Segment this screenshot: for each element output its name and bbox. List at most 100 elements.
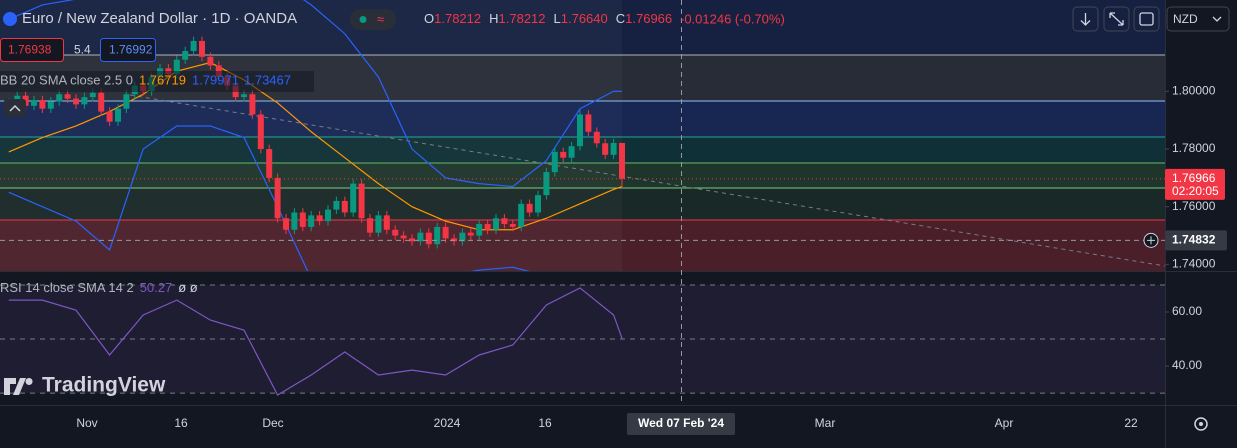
- crosshair-date-box: [627, 413, 735, 435]
- brand: TradingView: [4, 374, 166, 397]
- toggle-icon: ≈: [377, 11, 384, 26]
- candle-body: [266, 149, 273, 178]
- ohlc: O1.78212 H1.78212 L1.76640 C1.76966: [424, 11, 672, 26]
- collapse-icon: [9, 104, 21, 112]
- fullscreen-button[interactable]: [1103, 6, 1130, 32]
- candle-body: [291, 212, 298, 230]
- ohlc-key: C: [616, 11, 625, 26]
- candle-body: [434, 226, 441, 245]
- bb-value: 1.79971: [192, 73, 239, 88]
- candle-body: [442, 226, 449, 239]
- rsi-label: RSI 14 close SMA 14 2: [0, 280, 134, 295]
- y-tick-label: 1.80000: [1172, 84, 1216, 98]
- crosshair-price-box: [1165, 230, 1227, 251]
- spread: 5.4: [74, 43, 91, 57]
- candle-body: [56, 94, 63, 102]
- rsi-value: 50.27: [140, 280, 173, 295]
- scroll-button[interactable]: [1072, 6, 1099, 32]
- candle-body: [47, 101, 54, 109]
- y-tick-label: 1.78000: [1172, 141, 1216, 155]
- crosshair-price-label: 1.74832: [1172, 233, 1216, 247]
- candle-body: [610, 142, 617, 155]
- candle-body: [560, 151, 567, 158]
- candle-body: [31, 100, 37, 106]
- candle-body: [325, 209, 331, 222]
- y-tick-label: 40.00: [1172, 358, 1202, 372]
- toggle-dot: [359, 16, 367, 23]
- sell-button[interactable]: [0, 38, 64, 62]
- toolbar: NZD: [1072, 6, 1230, 32]
- zone: [0, 188, 1165, 220]
- candle-body: [501, 218, 508, 225]
- x-tick-label: 2024: [434, 416, 461, 430]
- candle-body: [98, 92, 105, 112]
- expand-icon: [1109, 12, 1124, 26]
- toggle[interactable]: [350, 9, 396, 30]
- snapshot-button[interactable]: [1133, 6, 1160, 32]
- x-tick-label: 22: [1124, 416, 1138, 430]
- candle-body: [81, 97, 88, 105]
- x-tick-label: Mar: [815, 416, 836, 430]
- settings-button[interactable]: [1194, 417, 1208, 431]
- bb-band: [8, 0, 622, 188]
- currency-button[interactable]: [1166, 6, 1230, 32]
- header: Euro / New Zealand Dollar · 1D · OANDA ≈…: [3, 9, 785, 30]
- legend-bg: [0, 71, 314, 92]
- bb-basis: [8, 61, 623, 231]
- collapse-button[interactable]: [4, 99, 26, 117]
- candle-body: [383, 215, 390, 230]
- zone: [0, 220, 1165, 271]
- candle-body: [333, 200, 340, 210]
- x-tick-label: Apr: [995, 416, 1014, 430]
- candle-body: [316, 215, 323, 222]
- candle-body: [182, 51, 189, 60]
- ohlc-value: 1.76966: [625, 11, 672, 26]
- chevron: [1212, 16, 1222, 22]
- y-tick-label: 60.00: [1172, 304, 1202, 318]
- arrow-icon: [1080, 13, 1091, 26]
- x-tick-label: 16: [174, 416, 188, 430]
- candle-body: [509, 224, 516, 227]
- candle-body: [308, 215, 315, 227]
- candle-body: [199, 40, 205, 57]
- last-price-box: [1165, 168, 1225, 200]
- symbol-icon: [3, 12, 17, 26]
- candle-body: [493, 218, 499, 230]
- settings: [1194, 417, 1208, 431]
- ohlc-value: 1.76640: [561, 11, 608, 26]
- x-tick-label: Dec: [262, 416, 283, 430]
- candle-body: [577, 114, 583, 147]
- candle-body: [467, 232, 474, 236]
- candle-body: [451, 238, 457, 242]
- candle-body: [585, 114, 592, 132]
- rsi-line: [8, 287, 623, 396]
- candle-body: [543, 172, 550, 196]
- ohlc-value: 1.78212: [434, 11, 481, 26]
- buy-price: 1.76992: [109, 43, 153, 57]
- candle-body: [274, 177, 281, 219]
- x-tick-label: Nov: [76, 416, 97, 430]
- candle-body: [106, 111, 113, 122]
- candle-body: [89, 92, 96, 98]
- bb-band: [8, 125, 530, 271]
- buy-button[interactable]: [100, 38, 156, 62]
- candle-body: [535, 195, 541, 213]
- ohlc-key: H: [489, 11, 498, 26]
- candle-body: [425, 232, 432, 245]
- candle-body: [417, 232, 424, 242]
- rsi-extra: ø ø: [178, 280, 198, 295]
- candle-body: [241, 94, 247, 98]
- candle-body: [459, 232, 466, 242]
- candle-body: [73, 98, 79, 105]
- candle-body: [190, 40, 197, 52]
- y-tick-label: 1.74000: [1172, 257, 1216, 271]
- candle-body: [115, 108, 121, 122]
- candle-body: [299, 212, 306, 227]
- symbol-title: Euro / New Zealand Dollar · 1D · OANDA: [22, 10, 297, 27]
- candle-body: [476, 224, 483, 236]
- settings-dot: [1199, 422, 1203, 426]
- candle-body: [64, 94, 71, 99]
- trend-line: [129, 94, 1166, 267]
- candle-body: [619, 142, 625, 179]
